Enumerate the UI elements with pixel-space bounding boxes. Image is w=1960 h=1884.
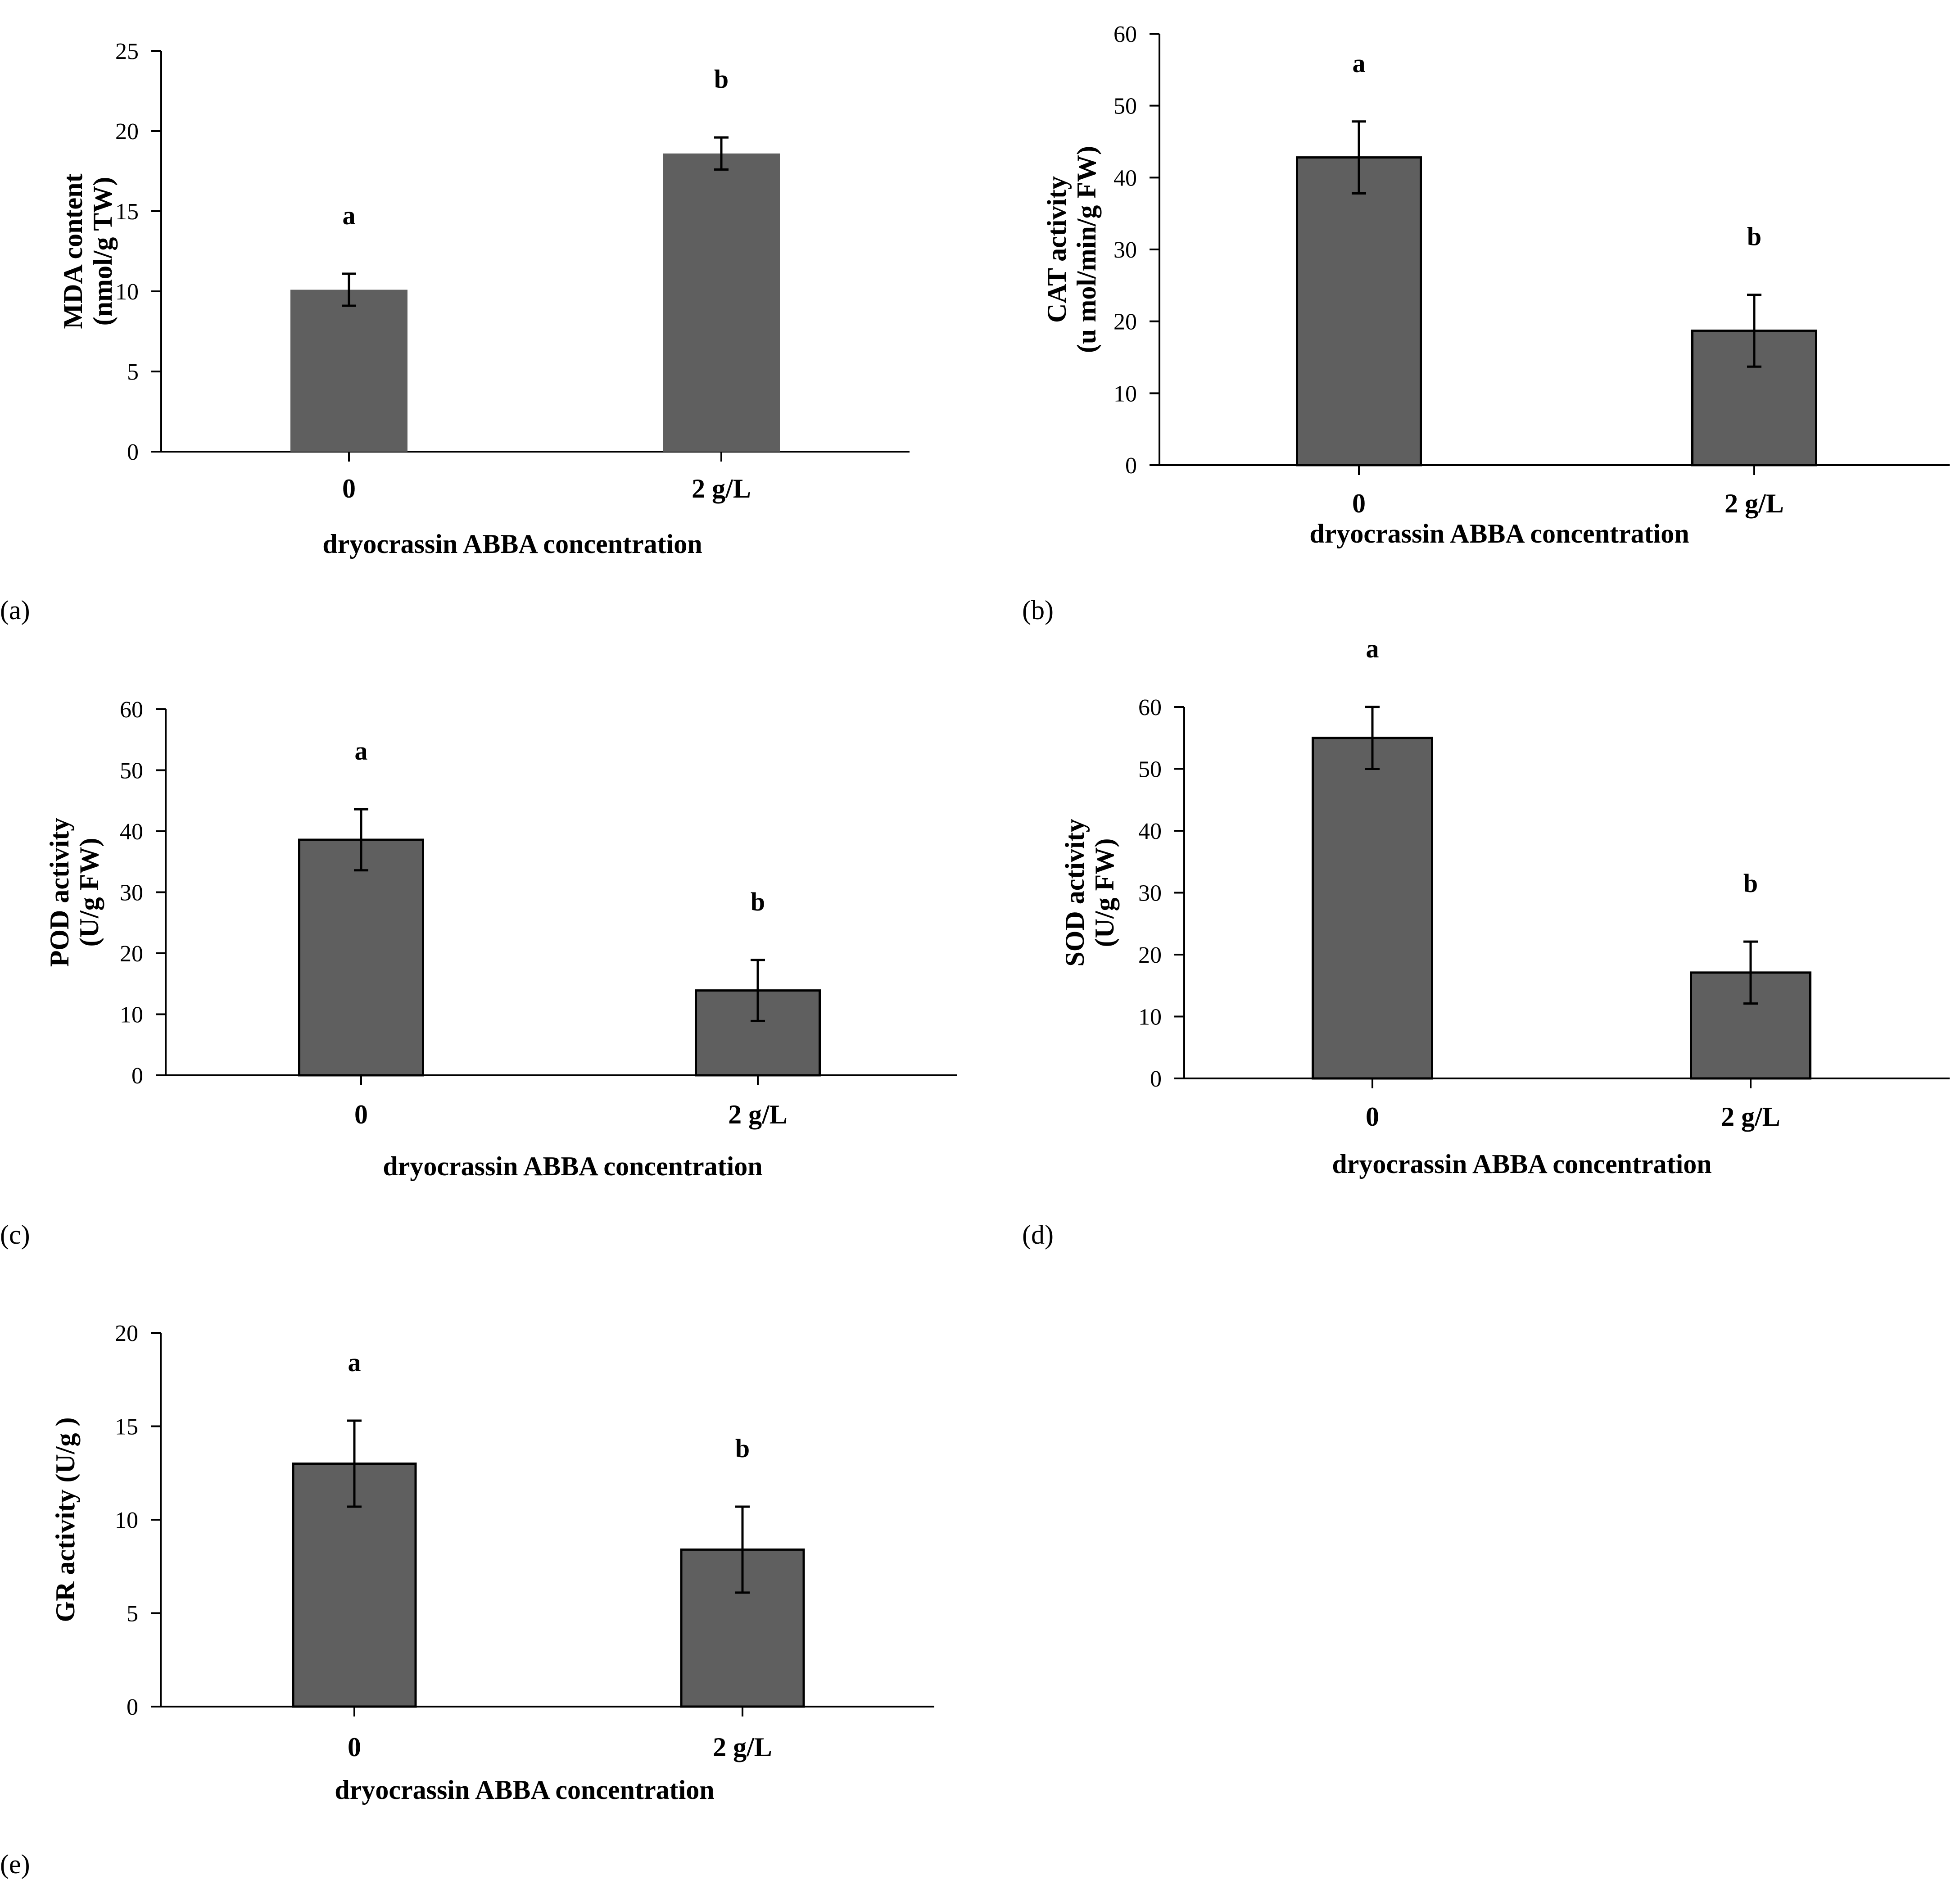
y-tick-label: 15 — [115, 1414, 138, 1440]
bar-1 — [1296, 156, 1422, 466]
y-tick-label: 60 — [1138, 695, 1162, 720]
y-tick-label: 10 — [1114, 381, 1137, 407]
bar-1 — [298, 838, 424, 1077]
x-tick-label: 2 g/L — [1725, 489, 1784, 518]
y-tick-label: 40 — [1138, 819, 1162, 844]
y-axis-title: POD activity(U/g FW) — [45, 818, 104, 967]
y-axis-title: CAT activity(u mol/min/g FW) — [1042, 146, 1101, 353]
x-tick-label: 0 — [1352, 489, 1366, 518]
y-tick-label: 30 — [1114, 237, 1137, 263]
y-tick-label: 0 — [127, 1694, 138, 1720]
y-tick-label: 20 — [115, 119, 139, 145]
y-tick-label: 20 — [1114, 309, 1137, 335]
y-tick-label: 0 — [1150, 1066, 1162, 1092]
x-tick-label: 0 — [1366, 1102, 1379, 1132]
x-axis-title: dryocrassin ABBA concentration — [1332, 1149, 1711, 1179]
x-tick-label: 0 — [354, 1100, 368, 1129]
error-bar-1 — [1365, 706, 1380, 770]
significance-label-1: a — [343, 201, 356, 230]
x-axis-title: dryocrassin ABBA concentration — [1309, 519, 1689, 548]
y-tick-label: 0 — [131, 1063, 143, 1089]
y-tick-label: 30 — [120, 880, 143, 906]
significance-label-1: a — [355, 736, 368, 765]
x-axis-title: dryocrassin ABBA concentration — [383, 1151, 762, 1181]
y-tick-label: 60 — [120, 697, 143, 723]
y-tick-label: 10 — [1138, 1005, 1162, 1030]
error-bar-1 — [354, 808, 368, 872]
error-bar-2 — [1743, 940, 1758, 1005]
error-bar-2 — [714, 136, 729, 171]
significance-label-2: b — [714, 64, 729, 94]
chart-panel-4: 0 10 20 30 40 50 60 0 a 2 g/L b dryocrassin ABBA co… — [1022, 634, 1950, 1250]
error-bar-1 — [1352, 120, 1366, 195]
bar-1 — [290, 290, 407, 452]
panel-label: (c) — [0, 1220, 30, 1250]
significance-label-2: b — [735, 1434, 750, 1463]
y-tick-label: 20 — [120, 941, 143, 967]
panel-label: (d) — [1022, 1220, 1054, 1250]
x-tick-label: 2 g/L — [713, 1732, 772, 1762]
y-axis-title: MDA content(nmol/g TW) — [58, 174, 118, 329]
y-tick-label: 20 — [115, 1321, 138, 1346]
y-tick-label: 5 — [127, 1601, 138, 1627]
y-tick-label: 10 — [115, 279, 139, 305]
chart-panel-3: 0 10 20 30 40 50 60 0 a 2 g/L b dryocrassin ABBA co… — [0, 697, 957, 1250]
bar-1 — [1312, 737, 1433, 1080]
error-bar-1 — [342, 272, 356, 307]
significance-label-2: b — [751, 887, 765, 916]
significance-label-2: b — [1747, 222, 1761, 251]
y-tick-label: 50 — [120, 758, 143, 784]
panel-label: (e) — [0, 1849, 30, 1879]
panel-label: (a) — [0, 595, 30, 625]
significance-label-1: a — [1366, 634, 1379, 663]
y-tick-label: 50 — [1138, 757, 1162, 783]
y-tick-label: 0 — [127, 439, 139, 465]
y-tick-label: 40 — [1114, 165, 1137, 191]
chart-panel-1: 0 5 10 15 20 25 0 a 2 g/L b dryocrassin ABBA conce… — [0, 39, 910, 625]
x-axis-title: dryocrassin ABBA concentration — [322, 529, 702, 559]
error-bar-2 — [735, 1505, 750, 1594]
x-tick-label: 2 g/L — [692, 474, 751, 503]
bar-2 — [663, 153, 780, 452]
y-axis-title: GR activity (U/g ) — [50, 1418, 80, 1622]
chart-panel-5: 0 5 10 15 20 0 a 2 g/L b dryocrassin ABBA concent… — [0, 1321, 934, 1879]
significance-label-1: a — [1353, 49, 1366, 78]
y-tick-label: 50 — [1114, 94, 1137, 119]
y-tick-label: 10 — [120, 1002, 143, 1028]
x-tick-label: 2 g/L — [728, 1100, 788, 1129]
x-tick-label: 0 — [348, 1732, 361, 1762]
error-bar-2 — [751, 959, 765, 1022]
x-tick-label: 2 g/L — [1721, 1102, 1780, 1132]
x-tick-label: 0 — [342, 474, 356, 503]
y-tick-label: 10 — [115, 1508, 138, 1533]
y-tick-label: 30 — [1138, 881, 1162, 906]
y-tick-label: 60 — [1114, 22, 1137, 47]
error-bar-2 — [1747, 294, 1761, 368]
error-bar-1 — [347, 1419, 362, 1508]
y-tick-label: 40 — [120, 819, 143, 845]
significance-label-1: a — [348, 1348, 361, 1377]
y-tick-label: 15 — [115, 199, 139, 225]
y-tick-label: 20 — [1138, 942, 1162, 968]
y-tick-label: 25 — [115, 39, 139, 64]
x-axis-title: dryocrassin ABBA concentration — [335, 1775, 714, 1805]
y-tick-label: 0 — [1125, 453, 1137, 479]
y-axis-title: SOD activity(U/g FW) — [1060, 819, 1119, 966]
y-tick-label: 5 — [127, 359, 139, 385]
significance-label-2: b — [1743, 869, 1758, 898]
panel-label: (b) — [1022, 595, 1054, 625]
chart-panel-2: 0 10 20 30 40 50 60 0 a 2 g/L b dryocrassin ABBA co… — [1022, 22, 1950, 625]
